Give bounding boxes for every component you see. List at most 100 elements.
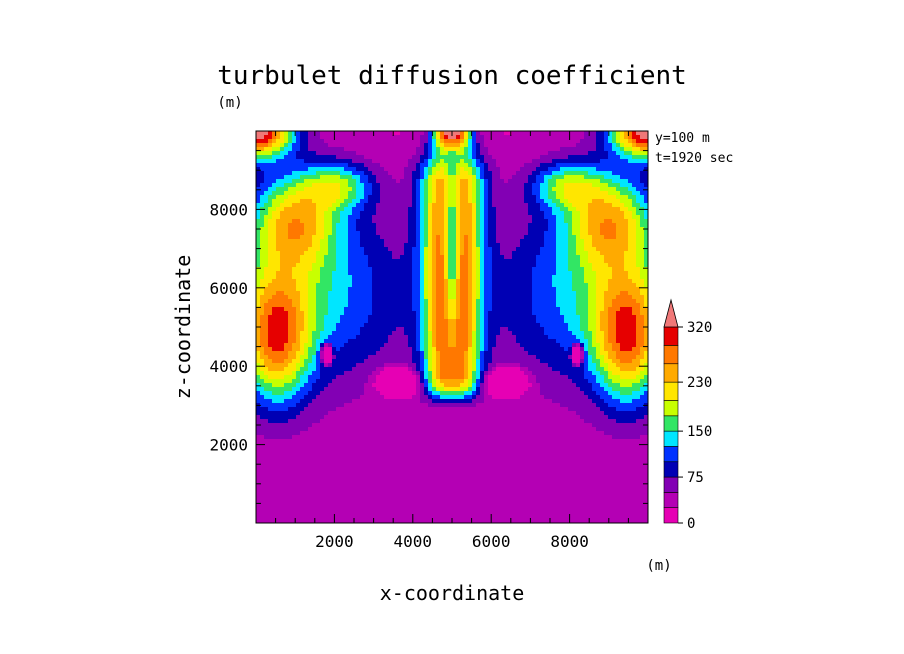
contour-cell — [472, 323, 477, 328]
contour-cell — [304, 315, 309, 320]
contour-cell — [580, 239, 585, 244]
contour-cell — [508, 155, 513, 160]
contour-cell — [540, 307, 545, 312]
contour-cell — [324, 267, 329, 272]
contour-cell — [468, 211, 473, 216]
contour-cell — [268, 291, 273, 296]
contour-cell — [588, 291, 593, 296]
contour-cell — [516, 199, 521, 204]
contour-cell — [348, 331, 353, 336]
contour-cell — [544, 267, 549, 272]
contour-cell — [644, 263, 648, 268]
contour-cell — [440, 135, 445, 140]
contour-cell — [284, 239, 289, 244]
contour-cell — [304, 215, 309, 220]
contour-cell — [340, 307, 345, 312]
contour-cell — [320, 263, 325, 268]
contour-cell — [524, 283, 529, 288]
contour-cell — [624, 159, 629, 164]
contour-cell — [568, 283, 573, 288]
contour-cell — [548, 227, 553, 232]
contour-cell — [572, 219, 577, 224]
contour-cell — [456, 147, 461, 152]
contour-cell — [372, 163, 377, 168]
contour-cell — [552, 191, 557, 196]
contour-cell — [388, 183, 393, 188]
contour-cell — [624, 247, 629, 252]
contour-cell — [596, 203, 601, 208]
contour-cell — [624, 179, 629, 184]
contour-cell — [272, 247, 277, 252]
contour-cell — [268, 247, 273, 252]
contour-cell — [304, 239, 309, 244]
contour-cell — [612, 143, 617, 148]
contour-cell — [548, 327, 553, 332]
contour-cell — [280, 295, 285, 300]
contour-cell — [572, 327, 577, 332]
contour-cell — [596, 215, 601, 220]
contour-cell — [636, 223, 641, 228]
contour-cell — [280, 139, 285, 144]
contour-cell — [428, 239, 433, 244]
contour-cell — [512, 327, 517, 332]
contour-cell — [552, 159, 557, 164]
contour-cell — [492, 243, 497, 248]
contour-cell — [504, 299, 509, 304]
contour-cell — [424, 287, 429, 292]
contour-cell — [620, 135, 625, 140]
contour-cell — [356, 323, 361, 328]
contour-cell — [576, 163, 581, 168]
contour-cell — [368, 299, 373, 304]
contour-cell — [396, 147, 401, 152]
contour-cell — [448, 151, 453, 156]
contour-cell — [344, 267, 349, 272]
contour-cell — [316, 151, 321, 156]
contour-cell — [568, 167, 573, 172]
contour-cell — [524, 291, 529, 296]
contour-cell — [352, 243, 357, 248]
contour-cell — [496, 143, 501, 148]
contour-cell — [336, 219, 341, 224]
contour-cell — [480, 135, 485, 140]
contour-cell — [380, 231, 385, 236]
contour-cell — [372, 275, 377, 280]
contour-cell — [556, 283, 561, 288]
contour-cell — [432, 255, 437, 260]
contour-cell — [492, 307, 497, 312]
contour-cell — [364, 235, 369, 240]
contour-cell — [480, 295, 485, 300]
contour-cell — [596, 307, 601, 312]
contour-cell — [392, 291, 397, 296]
contour-cell — [492, 147, 497, 152]
contour-cell — [308, 251, 313, 256]
contour-cell — [568, 299, 573, 304]
contour-cell — [568, 195, 573, 200]
contour-cell — [380, 255, 385, 260]
contour-cell — [544, 331, 549, 336]
contour-cell — [544, 191, 549, 196]
contour-cell — [344, 131, 349, 136]
contour-cell — [444, 131, 449, 136]
contour-cell — [324, 171, 329, 176]
contour-cell — [608, 187, 613, 192]
contour-cell — [452, 299, 457, 304]
contour-cell — [540, 327, 545, 332]
contour-cell — [316, 315, 321, 320]
contour-cell — [440, 291, 445, 296]
contour-cell — [436, 247, 441, 252]
contour-cell — [372, 135, 377, 140]
contour-cell — [320, 243, 325, 248]
contour-cell — [256, 215, 261, 220]
contour-cell — [344, 263, 349, 268]
contour-cell — [344, 199, 349, 204]
contour-cell — [436, 159, 441, 164]
contour-cell — [508, 179, 513, 184]
contour-cell — [604, 207, 609, 212]
contour-cell — [280, 155, 285, 160]
contour-cell — [352, 267, 357, 272]
contour-cell — [428, 223, 433, 228]
contour-cell — [532, 331, 537, 336]
contour-cell — [564, 319, 569, 324]
contour-cell — [396, 259, 401, 264]
contour-cell — [340, 223, 345, 228]
